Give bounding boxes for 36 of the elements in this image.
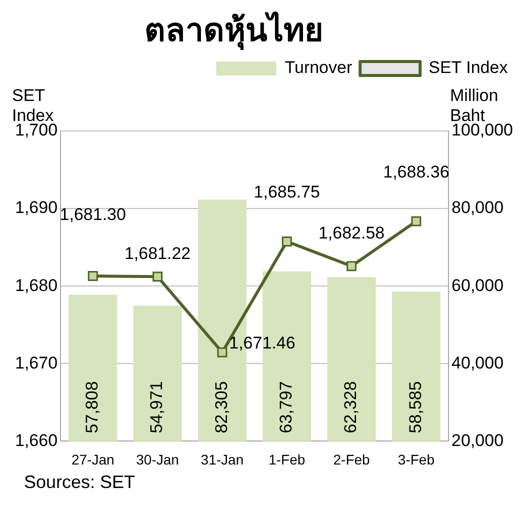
x-tick-label: 27-Jan <box>71 451 114 468</box>
y2-tick-label: 60,000 <box>452 276 504 295</box>
x-tick-label: 2-Feb <box>333 451 370 468</box>
x-tick-label: 1-Feb <box>268 451 306 468</box>
data-label: 1,682.58 <box>318 223 385 242</box>
y2-tick-label: 80,000 <box>452 198 504 218</box>
data-label: 1,681.22 <box>124 244 191 263</box>
data-label: 1,671.46 <box>229 334 296 353</box>
source-note: Sources: SET <box>23 472 136 493</box>
x-tick-label: 31-Jan <box>200 451 244 468</box>
y-tick-label: 1,660 <box>14 430 58 450</box>
legend-label: SET Index <box>428 58 508 78</box>
point <box>346 261 357 272</box>
y2-tick-label: 20,000 <box>452 430 504 450</box>
data-label: 1,681.30 <box>60 205 126 224</box>
data-label: 82,305 <box>212 381 231 434</box>
data-label: 1,688.36 <box>383 162 450 182</box>
y-tick-label: 1,680 <box>14 276 58 295</box>
legend-label: Turnover <box>284 58 352 78</box>
point <box>411 216 422 226</box>
point <box>152 272 163 282</box>
data-label: 57,808 <box>82 381 102 434</box>
x-tick-label: 30-Jan <box>136 451 179 468</box>
data-label: 63,797 <box>276 381 296 434</box>
x-tick-label: 3-Feb <box>398 451 435 468</box>
data-label: 1,685.75 <box>254 182 320 202</box>
point <box>282 236 292 246</box>
y2-tick-label: 40,000 <box>452 353 504 372</box>
y-tick-label: 1,670 <box>14 353 58 372</box>
point <box>217 347 228 358</box>
data-label: 54,971 <box>147 381 166 434</box>
point <box>88 271 98 282</box>
chart-title: ตลาดหุ้นไทย <box>144 10 324 52</box>
data-label: 62,328 <box>341 381 360 434</box>
y-tick-label: 1,690 <box>14 198 58 218</box>
data-label: 58,585 <box>406 381 425 434</box>
